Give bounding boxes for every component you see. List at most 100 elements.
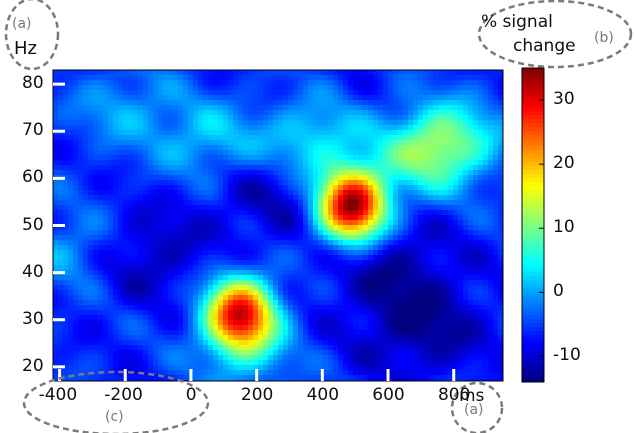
heatmap-cell (88, 325, 94, 331)
heatmap-cell (63, 160, 69, 166)
heatmap-cell (233, 85, 239, 91)
heatmap-cell (263, 280, 269, 286)
heatmap-cell (248, 195, 254, 201)
heatmap-cell (383, 350, 389, 356)
heatmap-cell (223, 305, 229, 311)
heatmap-cell (253, 100, 259, 106)
heatmap-cell (263, 135, 269, 141)
heatmap-cell (328, 155, 334, 161)
heatmap-cell (383, 150, 389, 156)
heatmap-cell (433, 360, 439, 366)
heatmap-cell (443, 150, 449, 156)
heatmap-cell (73, 210, 79, 216)
heatmap-cell (203, 145, 209, 151)
heatmap-cell (173, 100, 179, 106)
heatmap-cell (123, 250, 129, 256)
heatmap-cell (353, 345, 359, 351)
heatmap-cell (148, 200, 154, 206)
heatmap-cell (158, 300, 164, 306)
heatmap-cell (393, 345, 399, 351)
heatmap-cell (313, 345, 319, 351)
heatmap-cell (168, 100, 174, 106)
heatmap-cell (283, 110, 289, 116)
heatmap-cell (408, 140, 414, 146)
heatmap-cell (323, 265, 329, 271)
heatmap-cell (178, 95, 184, 101)
heatmap-cell (443, 210, 449, 216)
heatmap-cell (328, 150, 334, 156)
heatmap-cell (343, 310, 349, 316)
heatmap-cell (428, 255, 434, 261)
heatmap-cell (93, 145, 99, 151)
heatmap-cell (323, 285, 329, 291)
heatmap-cell (388, 360, 394, 366)
heatmap-cell (368, 300, 374, 306)
heatmap-cell (423, 350, 429, 356)
heatmap-cell (313, 110, 319, 116)
heatmap-cell (418, 130, 424, 136)
heatmap-cell (418, 315, 424, 321)
heatmap-cell (368, 235, 374, 241)
heatmap-cell (413, 285, 419, 291)
heatmap-cell (63, 310, 69, 316)
heatmap-cell (348, 185, 354, 191)
heatmap-cell (178, 290, 184, 296)
heatmap-cell (208, 135, 214, 141)
heatmap-cell (263, 130, 269, 136)
heatmap-cell (213, 325, 219, 331)
heatmap-cell (318, 130, 324, 136)
heatmap-cell (138, 340, 144, 346)
heatmap-cell (63, 335, 69, 341)
heatmap-cell (113, 145, 119, 151)
heatmap-cell (133, 310, 139, 316)
heatmap-cell (278, 180, 284, 186)
heatmap-cell (238, 340, 244, 346)
heatmap-cell (238, 150, 244, 156)
heatmap-cell (63, 325, 69, 331)
heatmap-cell (323, 110, 329, 116)
heatmap-cell (133, 340, 139, 346)
heatmap-cell (403, 340, 409, 346)
heatmap-cell (353, 375, 359, 381)
heatmap-cell (428, 70, 434, 76)
heatmap-cell (438, 230, 444, 236)
heatmap-cell (58, 255, 64, 261)
heatmap-cell (218, 370, 224, 376)
heatmap-cell (183, 195, 189, 201)
heatmap-cell (328, 215, 334, 221)
heatmap-cell (333, 360, 339, 366)
heatmap-cell (228, 115, 234, 121)
heatmap-cell (323, 140, 329, 146)
heatmap-cell (183, 330, 189, 336)
heatmap-cell (333, 115, 339, 121)
heatmap-cell (308, 160, 314, 166)
heatmap-cell (318, 300, 324, 306)
heatmap-cell (268, 220, 274, 226)
heatmap-cell (83, 85, 89, 91)
heatmap-cell (438, 205, 444, 211)
heatmap-cell (423, 235, 429, 241)
heatmap-cell (333, 90, 339, 96)
heatmap-cell (328, 370, 334, 376)
heatmap-cell (413, 305, 419, 311)
heatmap-cell (148, 170, 154, 176)
heatmap-cell (118, 120, 124, 126)
heatmap-cell (228, 215, 234, 221)
heatmap-cell (363, 125, 369, 131)
heatmap-cell (163, 170, 169, 176)
heatmap-cell (53, 320, 59, 326)
heatmap-cell (403, 355, 409, 361)
heatmap-cell (328, 105, 334, 111)
heatmap-cell (228, 185, 234, 191)
heatmap-cell (93, 360, 99, 366)
heatmap-cell (423, 345, 429, 351)
heatmap-cell (168, 90, 174, 96)
heatmap-cell (108, 105, 114, 111)
heatmap-cell (173, 360, 179, 366)
heatmap-cell (418, 270, 424, 276)
heatmap-cell (413, 85, 419, 91)
heatmap-cell (78, 265, 84, 271)
heatmap-cell (153, 315, 159, 321)
heatmap-cell (303, 255, 309, 261)
heatmap-cell (238, 195, 244, 201)
